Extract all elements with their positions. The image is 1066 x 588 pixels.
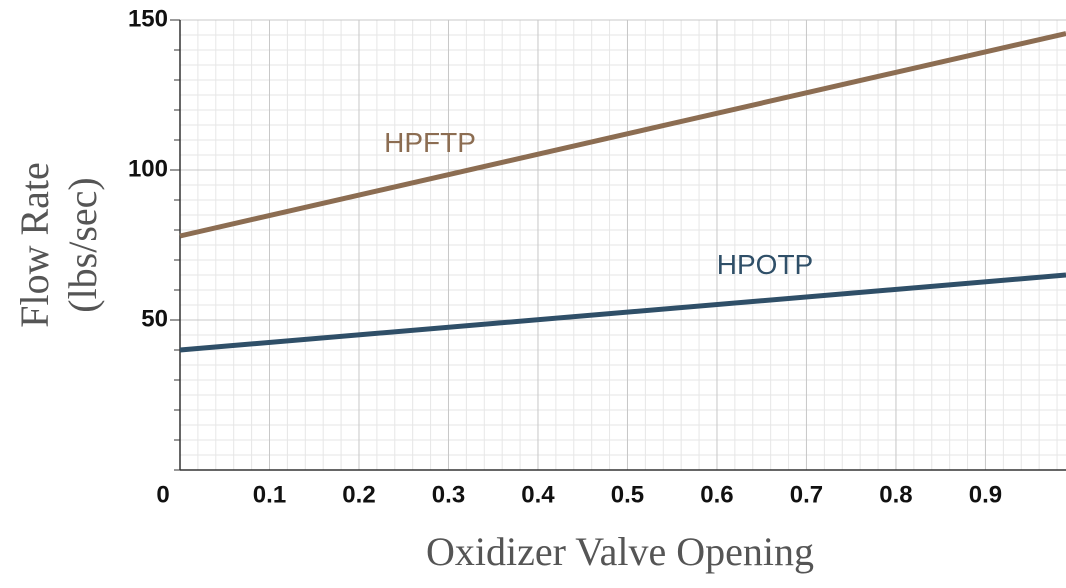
y-tick-label: 150 — [128, 5, 168, 32]
series-label: HPOTP — [717, 249, 813, 280]
x-tick-label: 0 — [156, 481, 169, 508]
x-tick-label: 0.8 — [879, 481, 912, 508]
x-tick-label: 0.5 — [611, 481, 644, 508]
y-axis-title: Flow Rate — [12, 162, 57, 328]
x-tick-label: 0.6 — [700, 481, 733, 508]
line — [179, 272, 1066, 353]
x-tick-label: 0.9 — [969, 481, 1002, 508]
x-tick-label: 0.1 — [253, 481, 286, 508]
y-tick-label: 100 — [128, 155, 168, 182]
x-tick-label: 0.3 — [432, 481, 465, 508]
y-axis-title: (lbs/sec) — [60, 177, 105, 313]
x-tick-label: 0.7 — [790, 481, 823, 508]
x-axis-title: Oxidizer Valve Opening — [426, 529, 814, 574]
x-tick-label: 0.2 — [342, 481, 375, 508]
y-tick-label: 50 — [141, 305, 168, 332]
series-label: HPFTP — [384, 127, 476, 158]
line — [179, 31, 1066, 239]
x-tick-label: 0.4 — [521, 481, 555, 508]
